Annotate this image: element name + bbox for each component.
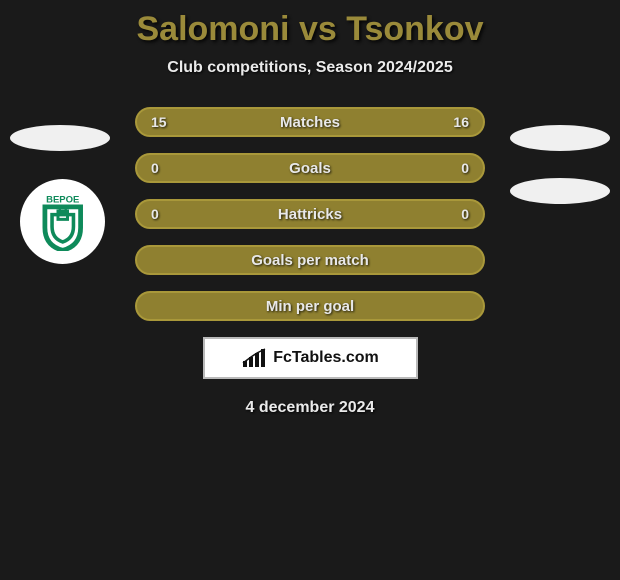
stat-row-min-per-goal: Min per goal: [135, 291, 485, 321]
stat-label: Matches: [280, 114, 340, 131]
stat-value-right: 0: [461, 206, 469, 222]
page-subtitle: Club competitions, Season 2024/2025: [0, 59, 620, 77]
left-player-avatar-placeholder: [10, 125, 110, 151]
stat-value-right: 0: [461, 160, 469, 176]
stat-label: Goals per match: [251, 252, 369, 269]
stat-label: Hattricks: [278, 206, 342, 223]
stat-value-left: 0: [151, 160, 159, 176]
brand-link[interactable]: FcTables.com: [203, 337, 418, 379]
stat-value-left: 0: [151, 206, 159, 222]
stat-row-goals: 0 Goals 0: [135, 153, 485, 183]
stat-row-matches: 15 Matches 16: [135, 107, 485, 137]
shield-icon: BEPOE: [33, 192, 93, 252]
badge-text: BEPOE: [46, 194, 79, 205]
stats-rows: 15 Matches 16 0 Goals 0 0 Hattricks 0 Go…: [135, 107, 485, 321]
brand-text: FcTables.com: [273, 349, 379, 367]
page-title: Salomoni vs Tsonkov: [0, 10, 620, 49]
right-team-badge-placeholder: [510, 178, 610, 204]
stat-label: Min per goal: [266, 298, 354, 315]
stat-row-hattricks: 0 Hattricks 0: [135, 199, 485, 229]
stat-label: Goals: [289, 160, 331, 177]
left-team-badge: BEPOE: [20, 179, 105, 264]
bar-chart-icon: [241, 347, 267, 369]
stat-value-left: 15: [151, 114, 167, 130]
stat-row-goals-per-match: Goals per match: [135, 245, 485, 275]
date-label: 4 december 2024: [0, 399, 620, 417]
right-player-avatar-placeholder: [510, 125, 610, 151]
page-container: Salomoni vs Tsonkov Club competitions, S…: [0, 0, 620, 580]
stat-value-right: 16: [453, 114, 469, 130]
